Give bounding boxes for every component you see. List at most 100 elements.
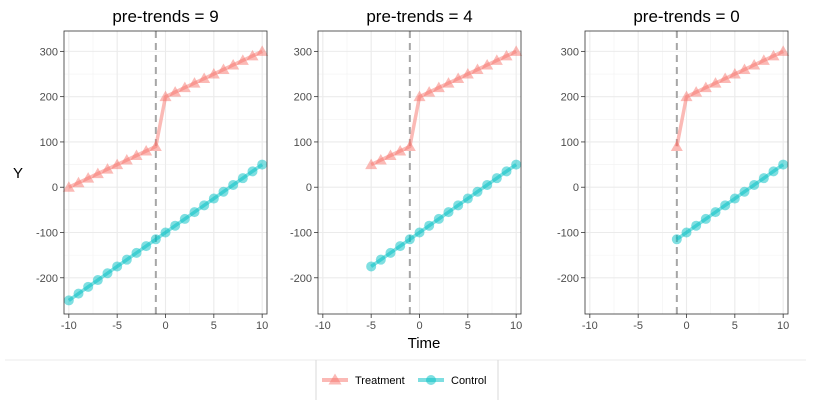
treatment-point bbox=[72, 176, 85, 188]
treatment-point bbox=[246, 49, 259, 61]
x-tick-label: -5 bbox=[112, 320, 122, 332]
control-point bbox=[83, 281, 94, 292]
treatment-point bbox=[738, 63, 751, 74]
control-point bbox=[385, 247, 396, 258]
treatment-point bbox=[481, 58, 494, 70]
x-tick-label: 5 bbox=[465, 320, 471, 332]
treatment-point bbox=[178, 81, 191, 93]
control-point bbox=[247, 166, 258, 177]
control-point bbox=[710, 207, 721, 218]
x-axis-title: Time bbox=[408, 335, 441, 352]
y-tick-label: 100 bbox=[40, 137, 58, 149]
control-point bbox=[462, 193, 473, 204]
control-point bbox=[141, 241, 152, 252]
x-tick-label: -10 bbox=[315, 320, 331, 332]
treatment-point bbox=[670, 140, 683, 151]
x-tick-label: 0 bbox=[162, 320, 168, 332]
treatment-point bbox=[767, 49, 780, 61]
treatment-point bbox=[394, 144, 407, 156]
treatment-point bbox=[82, 172, 95, 183]
control-point bbox=[424, 220, 435, 231]
treatment-point bbox=[188, 77, 201, 88]
x-tick-label: 0 bbox=[416, 320, 422, 332]
treatment-point bbox=[777, 45, 790, 56]
control-point bbox=[501, 166, 512, 177]
y-tick-label: 200 bbox=[40, 92, 58, 104]
control-point bbox=[720, 200, 731, 211]
y-tick-label: -200 bbox=[36, 273, 58, 285]
legend-treatment-key bbox=[328, 373, 342, 385]
treatment-point bbox=[719, 72, 732, 84]
control-point bbox=[121, 254, 132, 265]
control-point bbox=[257, 159, 268, 170]
x-tick-label: 5 bbox=[732, 320, 738, 332]
legend-control-label: Control bbox=[451, 375, 486, 387]
treatment-point bbox=[680, 90, 693, 102]
panel-2: -10 -5 0 5 10 -200 -100 0 100 200 300 pre-trends = … bbox=[290, 7, 522, 332]
control-point bbox=[179, 213, 190, 224]
x-tick-label: -10 bbox=[61, 320, 77, 332]
panel-title: pre-trends = 9 bbox=[112, 7, 218, 26]
treatment-point bbox=[120, 154, 133, 165]
treatment-point bbox=[111, 158, 124, 170]
control-point bbox=[218, 186, 229, 197]
control-point bbox=[433, 213, 444, 224]
x-tick-label: 10 bbox=[777, 320, 789, 332]
treatment-point bbox=[709, 77, 722, 88]
control-point bbox=[131, 247, 142, 258]
treatment-point bbox=[461, 68, 474, 79]
control-point bbox=[170, 220, 181, 231]
treatment-point bbox=[198, 72, 211, 84]
treatment-point bbox=[699, 81, 712, 93]
control-point bbox=[92, 275, 103, 286]
x-tick-label: -10 bbox=[582, 320, 598, 332]
control-point bbox=[150, 234, 161, 245]
y-tick-label: -100 bbox=[36, 227, 58, 239]
treatment-point bbox=[365, 158, 378, 170]
panel-title: pre-trends = 0 bbox=[633, 7, 739, 26]
panel-1: -10 -5 0 5 10 -200 -100 0 100 200 300 pre-trends = … bbox=[36, 7, 268, 332]
treatment-point bbox=[217, 63, 230, 74]
treatment-point bbox=[256, 45, 269, 56]
y-tick-label: -100 bbox=[557, 227, 579, 239]
y-tick-label: 200 bbox=[294, 92, 312, 104]
treatment-point bbox=[432, 81, 445, 93]
treatment-point bbox=[140, 144, 153, 156]
control-point bbox=[189, 207, 200, 218]
legend: Treatment Control bbox=[5, 359, 806, 400]
control-point bbox=[700, 213, 711, 224]
treatment-point bbox=[169, 86, 182, 97]
control-point bbox=[208, 193, 219, 204]
series-line-control bbox=[370, 163, 518, 268]
control-point bbox=[160, 227, 171, 238]
control-point bbox=[228, 179, 239, 190]
control-point bbox=[102, 268, 113, 279]
control-point bbox=[404, 234, 415, 245]
treatment-point bbox=[728, 68, 741, 79]
x-tick-label: 5 bbox=[211, 320, 217, 332]
y-tick-label: 300 bbox=[294, 46, 312, 58]
treatment-point bbox=[236, 54, 249, 65]
control-point bbox=[414, 227, 425, 238]
control-point bbox=[366, 261, 377, 272]
y-tick-label: 300 bbox=[40, 46, 58, 58]
treatment-point bbox=[748, 58, 761, 70]
x-tick-label: 10 bbox=[510, 320, 522, 332]
control-point bbox=[482, 179, 493, 190]
treatment-point bbox=[227, 58, 240, 70]
control-point bbox=[749, 179, 760, 190]
control-point bbox=[237, 173, 248, 184]
y-tick-label: 100 bbox=[294, 137, 312, 149]
treatment-point bbox=[510, 45, 523, 56]
control-point bbox=[395, 241, 406, 252]
control-point bbox=[729, 193, 740, 204]
y-axis-title: Y bbox=[13, 165, 23, 182]
y-tick-label: 0 bbox=[52, 182, 58, 194]
treatment-point bbox=[374, 154, 387, 165]
control-point bbox=[778, 159, 789, 170]
control-point bbox=[443, 207, 454, 218]
treatment-point bbox=[130, 149, 143, 161]
treatment-point bbox=[62, 181, 75, 192]
control-point bbox=[758, 173, 769, 184]
